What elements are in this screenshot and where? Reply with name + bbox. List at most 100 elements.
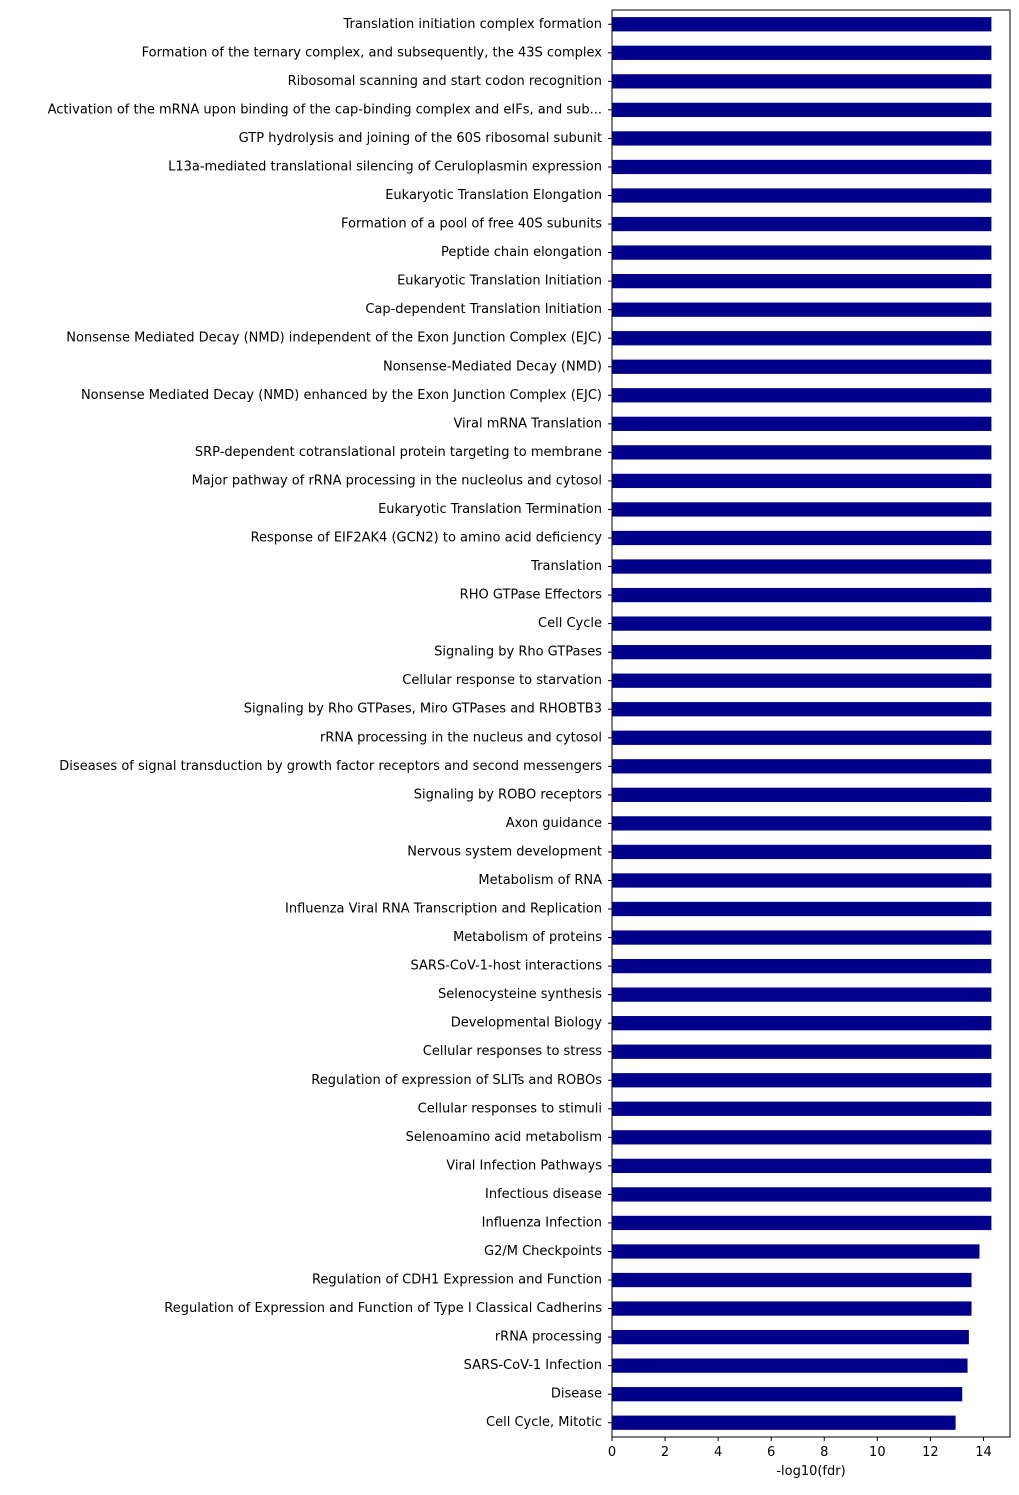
bar xyxy=(612,131,992,146)
bar xyxy=(612,331,992,346)
bar xyxy=(612,1301,972,1316)
x-tick-label: 12 xyxy=(922,1445,939,1460)
x-axis-title: -log10(fdr) xyxy=(776,1464,845,1479)
x-tick-label: 2 xyxy=(661,1445,669,1460)
bar xyxy=(612,844,992,860)
bar xyxy=(612,530,992,546)
category-label: Formation of the ternary complex, and su… xyxy=(142,45,603,60)
bar xyxy=(612,1415,956,1430)
bar xyxy=(612,673,992,688)
category-label: Influenza Viral RNA Transcription and Re… xyxy=(285,902,602,917)
bar xyxy=(612,74,992,89)
bar xyxy=(612,102,992,118)
bar xyxy=(612,416,992,431)
bar xyxy=(612,1044,992,1059)
category-label: Peptide chain elongation xyxy=(441,245,602,260)
bar xyxy=(612,1358,968,1373)
category-label: Metabolism of proteins xyxy=(453,930,602,945)
bar xyxy=(612,873,992,888)
x-tick-label: 4 xyxy=(714,1445,722,1460)
category-label: Cellular responses to stimuli xyxy=(418,1101,602,1116)
category-label: rRNA processing xyxy=(495,1330,602,1345)
bar xyxy=(612,645,992,660)
category-label: G2/M Checkpoints xyxy=(484,1244,602,1259)
bar xyxy=(612,1187,992,1202)
category-label: Regulation of CDH1 Expression and Functi… xyxy=(312,1273,602,1288)
bar xyxy=(612,559,992,574)
bar xyxy=(612,702,992,717)
x-tick-label: 0 xyxy=(608,1445,616,1460)
category-label: Nonsense Mediated Decay (NMD) enhanced b… xyxy=(81,388,602,403)
bar xyxy=(612,17,992,32)
category-label: Cap-dependent Translation Initiation xyxy=(365,302,602,317)
category-label: Viral mRNA Translation xyxy=(453,416,602,431)
category-label: Developmental Biology xyxy=(451,1016,603,1031)
category-label: Formation of a pool of free 40S subunits xyxy=(341,217,602,232)
bar xyxy=(612,473,992,489)
bar xyxy=(612,930,992,945)
category-label: Major pathway of rRNA processing in the … xyxy=(192,473,602,488)
category-label: Viral Infection Pathways xyxy=(446,1158,602,1173)
category-label: Disease xyxy=(551,1387,602,1402)
bar xyxy=(612,901,992,917)
bar xyxy=(612,1329,969,1345)
category-label: Regulation of expression of SLITs and RO… xyxy=(311,1073,602,1088)
bar xyxy=(612,159,992,175)
category-label: Selenocysteine synthesis xyxy=(438,987,602,1002)
axes xyxy=(608,9,1011,1438)
category-label: Ribosomal scanning and start codon recog… xyxy=(288,74,602,89)
category-label: Signaling by Rho GTPases xyxy=(434,645,602,660)
category-label: Activation of the mRNA upon binding of t… xyxy=(48,102,602,117)
bar xyxy=(612,616,992,631)
category-label: Nonsense-Mediated Decay (NMD) xyxy=(383,359,602,374)
bar xyxy=(612,816,992,831)
x-tick-label: 14 xyxy=(975,1445,992,1460)
category-label: Eukaryotic Translation Termination xyxy=(378,502,602,517)
bar xyxy=(612,1101,992,1116)
category-label: Selenoamino acid metabolism xyxy=(406,1130,602,1145)
category-label: Nervous system development xyxy=(407,844,602,859)
category-label: Cell Cycle xyxy=(538,616,602,631)
category-label: Translation xyxy=(530,559,602,574)
bar xyxy=(612,1016,992,1031)
category-label: L13a-mediated translational silencing of… xyxy=(168,159,602,174)
bar xyxy=(612,388,992,403)
bar xyxy=(612,445,992,460)
bar xyxy=(612,987,992,1002)
x-tick-label: 8 xyxy=(820,1445,828,1460)
category-label: Cellular responses to stress xyxy=(423,1044,602,1059)
bar xyxy=(612,1158,992,1174)
bar xyxy=(612,1130,992,1145)
bar xyxy=(612,958,992,974)
bar xyxy=(612,216,992,232)
category-label: Metabolism of RNA xyxy=(478,873,602,888)
bar xyxy=(612,502,992,517)
category-label: SARS-CoV-1-host interactions xyxy=(411,959,603,974)
x-ticks: 0 2 4 6 8 10 12 14 xyxy=(608,1437,992,1460)
plot-frame xyxy=(611,9,1011,1438)
bar xyxy=(612,1387,963,1402)
category-label: Axon guidance xyxy=(506,816,602,831)
category-label: Signaling by Rho GTPases, Miro GTPases a… xyxy=(244,702,602,717)
bar xyxy=(612,1272,972,1288)
category-label: SRP-dependent cotranslational protein ta… xyxy=(195,445,602,460)
category-label: Influenza Infection xyxy=(482,1215,602,1230)
bar xyxy=(612,273,992,289)
bar xyxy=(612,359,992,374)
category-labels: Translation initiation complex formation… xyxy=(48,17,603,1430)
category-label: RHO GTPase Effectors xyxy=(460,588,603,603)
category-label: Diseases of signal transduction by growt… xyxy=(59,759,602,774)
x-tick-label: 10 xyxy=(869,1445,886,1460)
bar xyxy=(612,1215,992,1231)
x-tick-label: 6 xyxy=(767,1445,775,1460)
category-label: rRNA processing in the nucleus and cytos… xyxy=(320,730,602,745)
category-label: Signaling by ROBO receptors xyxy=(414,787,602,802)
bar xyxy=(612,759,992,774)
bar xyxy=(612,1073,992,1088)
bar xyxy=(612,587,992,603)
category-label: Regulation of Expression and Function of… xyxy=(164,1301,602,1316)
bar xyxy=(612,245,992,260)
category-label: SARS-CoV-1 Infection xyxy=(464,1358,602,1373)
